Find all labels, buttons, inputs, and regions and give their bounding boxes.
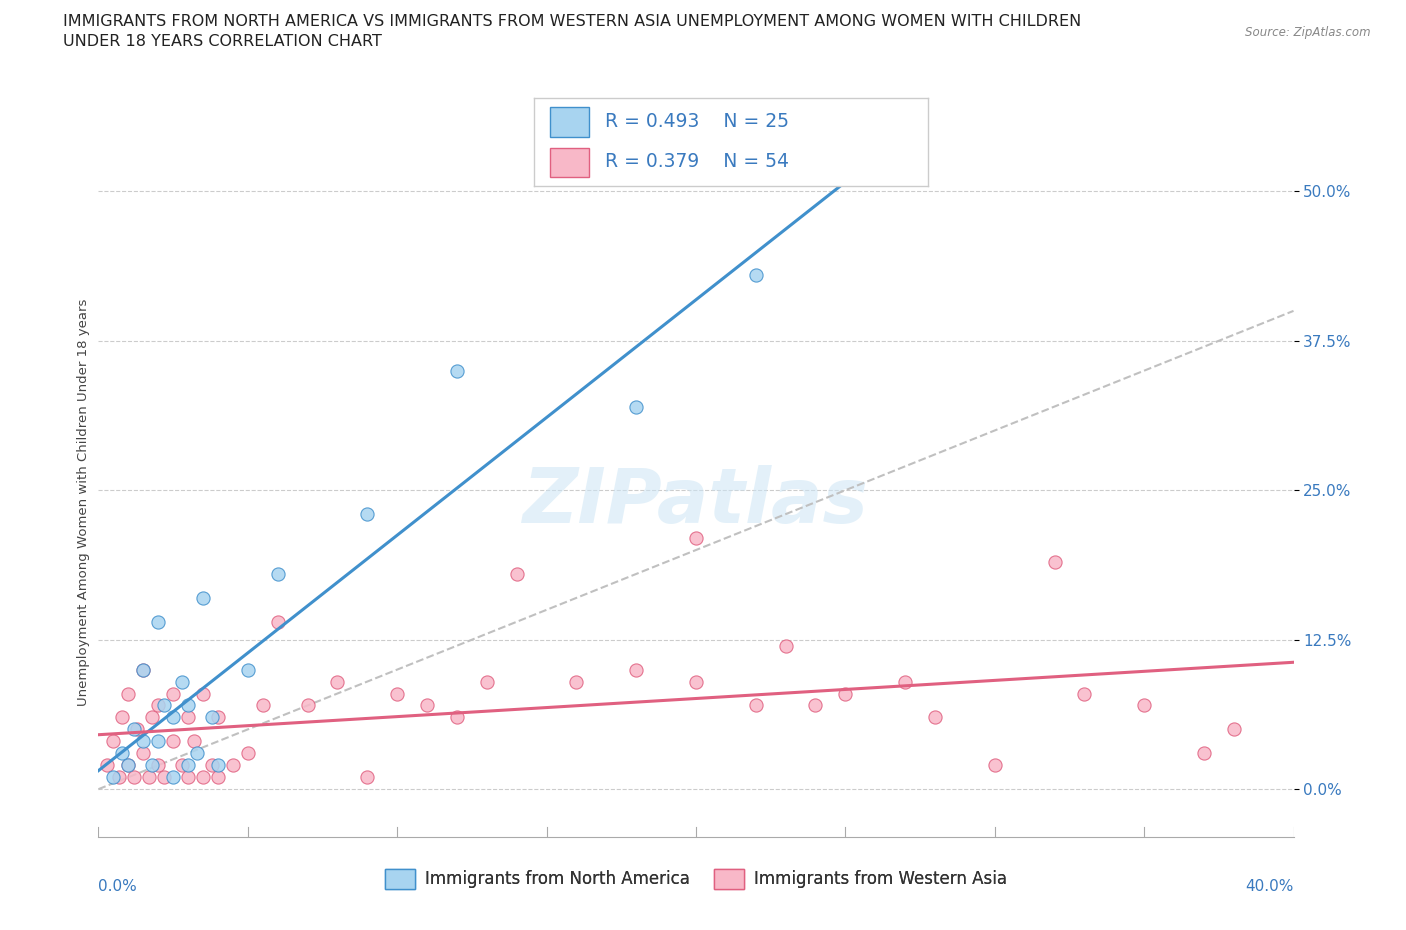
Point [191,770,214,785]
Point [446,364,468,379]
Point [117,758,139,773]
Point [148,698,170,713]
Point [201,758,224,773]
Text: R = 0.379    N = 54: R = 0.379 N = 54 [605,153,789,171]
Point [207,770,229,785]
Point [162,770,184,785]
Point [117,758,139,773]
Point [201,710,224,724]
Point [103,770,125,785]
Text: 0.0%: 0.0% [98,879,138,894]
Point [124,770,146,785]
Point [775,638,797,653]
Point [416,698,439,713]
Point [207,758,229,773]
Point [685,674,707,689]
Point [267,566,290,581]
Point [177,698,200,713]
Point [162,710,184,724]
Point [506,566,529,581]
Point [111,746,134,761]
Y-axis label: Unemployment Among Women with Children Under 18 years: Unemployment Among Women with Children U… [77,299,90,706]
Point [356,507,378,522]
Point [356,770,378,785]
Point [1223,722,1246,737]
Point [124,722,146,737]
Point [132,734,155,749]
Point [236,746,259,761]
Point [177,758,200,773]
Point [252,698,274,713]
Point [1133,698,1156,713]
Point [191,686,214,701]
Point [108,770,131,785]
Point [141,710,163,724]
Point [183,734,205,749]
Point [148,758,170,773]
Point [148,615,170,630]
Point [172,674,194,689]
Text: 40.0%: 40.0% [1246,879,1294,894]
Point [153,698,176,713]
Point [153,770,176,785]
Point [565,674,588,689]
Point [267,615,290,630]
Point [96,758,118,773]
Point [132,662,155,677]
Point [103,734,125,749]
Point [222,758,245,773]
Point [624,662,647,677]
Point [132,746,155,761]
Point [924,710,946,724]
Legend: Immigrants from North America, Immigrants from Western Asia: Immigrants from North America, Immigrant… [378,862,1014,896]
Point [1073,686,1095,701]
Text: ZIPatlas: ZIPatlas [523,465,869,539]
Point [111,710,134,724]
FancyBboxPatch shape [550,148,589,177]
FancyBboxPatch shape [550,107,589,137]
Point [177,710,200,724]
Point [745,268,768,283]
Point [186,746,208,761]
Point [172,758,194,773]
Point [141,758,163,773]
Point [148,734,170,749]
Text: Source: ZipAtlas.com: Source: ZipAtlas.com [1246,26,1371,39]
Point [624,399,647,414]
Point [475,674,498,689]
Point [446,710,468,724]
Text: UNDER 18 YEARS CORRELATION CHART: UNDER 18 YEARS CORRELATION CHART [63,34,382,49]
Point [127,722,149,737]
Point [132,662,155,677]
Point [1043,554,1066,569]
Text: R = 0.493    N = 25: R = 0.493 N = 25 [605,113,789,131]
Point [326,674,349,689]
Point [297,698,319,713]
Point [177,770,200,785]
Point [1192,746,1215,761]
Point [117,686,139,701]
Point [983,758,1005,773]
Point [138,770,160,785]
Point [804,698,827,713]
Text: IMMIGRANTS FROM NORTH AMERICA VS IMMIGRANTS FROM WESTERN ASIA UNEMPLOYMENT AMONG: IMMIGRANTS FROM NORTH AMERICA VS IMMIGRA… [63,14,1081,29]
Point [745,698,768,713]
Point [162,686,184,701]
Point [162,734,184,749]
Point [685,531,707,546]
Point [385,686,409,701]
Point [207,710,229,724]
Point [191,591,214,605]
Point [236,662,259,677]
Point [894,674,917,689]
Point [834,686,856,701]
